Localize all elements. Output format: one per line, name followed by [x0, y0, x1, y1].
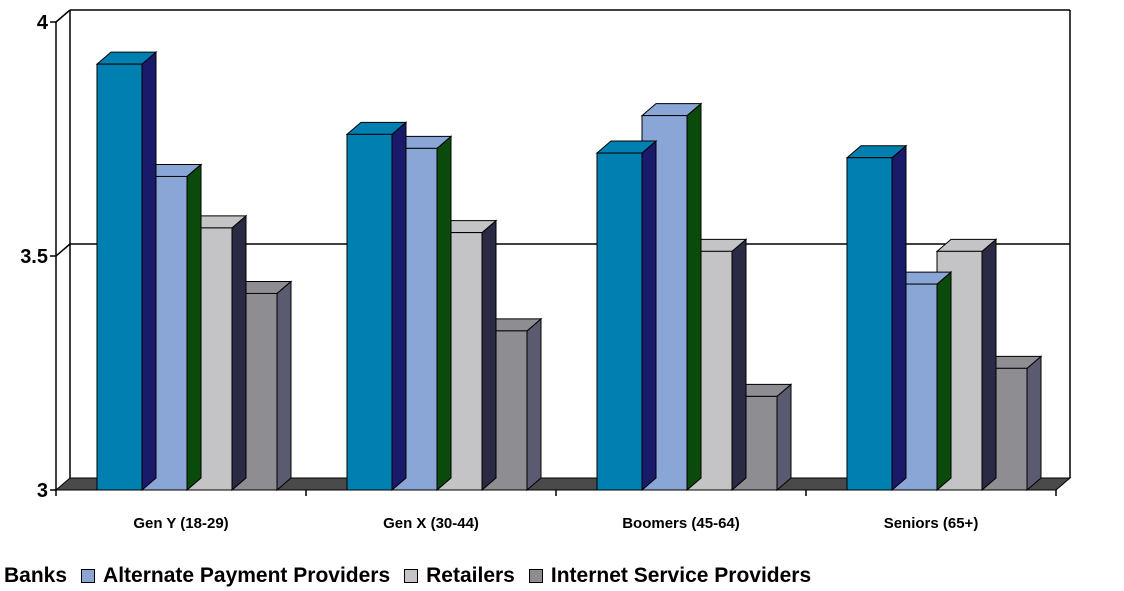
legend-item: Alternate Payment Providers — [81, 564, 390, 588]
y-tick-label: 3 — [37, 480, 48, 502]
x-category-label: Gen X (30-44) — [383, 515, 479, 532]
legend-label: Retailers — [426, 563, 515, 587]
legend-label: Banks — [4, 563, 68, 587]
legend-item: Internet Service Providers — [528, 563, 812, 588]
legend-swatch — [528, 568, 543, 583]
bar-banks-2 — [595, 139, 658, 492]
y-tick-label: 3.5 — [20, 246, 48, 268]
y-axis: 33.54 — [20, 12, 56, 502]
x-category-label: Seniors (65+) — [884, 515, 979, 532]
legend-item: Banks — [0, 564, 67, 588]
bar-banks-1 — [345, 121, 408, 492]
bar-banks-0 — [95, 51, 158, 492]
gridline-depth — [55, 243, 71, 257]
legend-label: Internet Service Providers — [550, 563, 812, 587]
x-category-label: Boomers (45-64) — [622, 515, 740, 532]
legend-label: Alternate Payment Providers — [103, 563, 391, 587]
bar-internet-service-providers-0 — [230, 280, 293, 492]
x-category-label: Gen Y (18-29) — [133, 515, 228, 532]
x-axis: Gen Y (18-29) Gen X (30-44) Boomers (45-64… — [55, 490, 1057, 532]
bars — [95, 51, 1043, 492]
legend-swatch — [404, 568, 419, 583]
legend-swatch — [81, 568, 96, 583]
legend-item: Retailers — [404, 564, 515, 588]
y-tick-label: 4 — [37, 12, 49, 34]
legend: Banks Alternate Payment Providers Retailer… — [0, 560, 825, 591]
bar-banks-3 — [845, 144, 908, 492]
bar-chart: 33.54 Gen Y (18-29) Gen X (30-44) Boomers … — [20, 9, 1072, 532]
